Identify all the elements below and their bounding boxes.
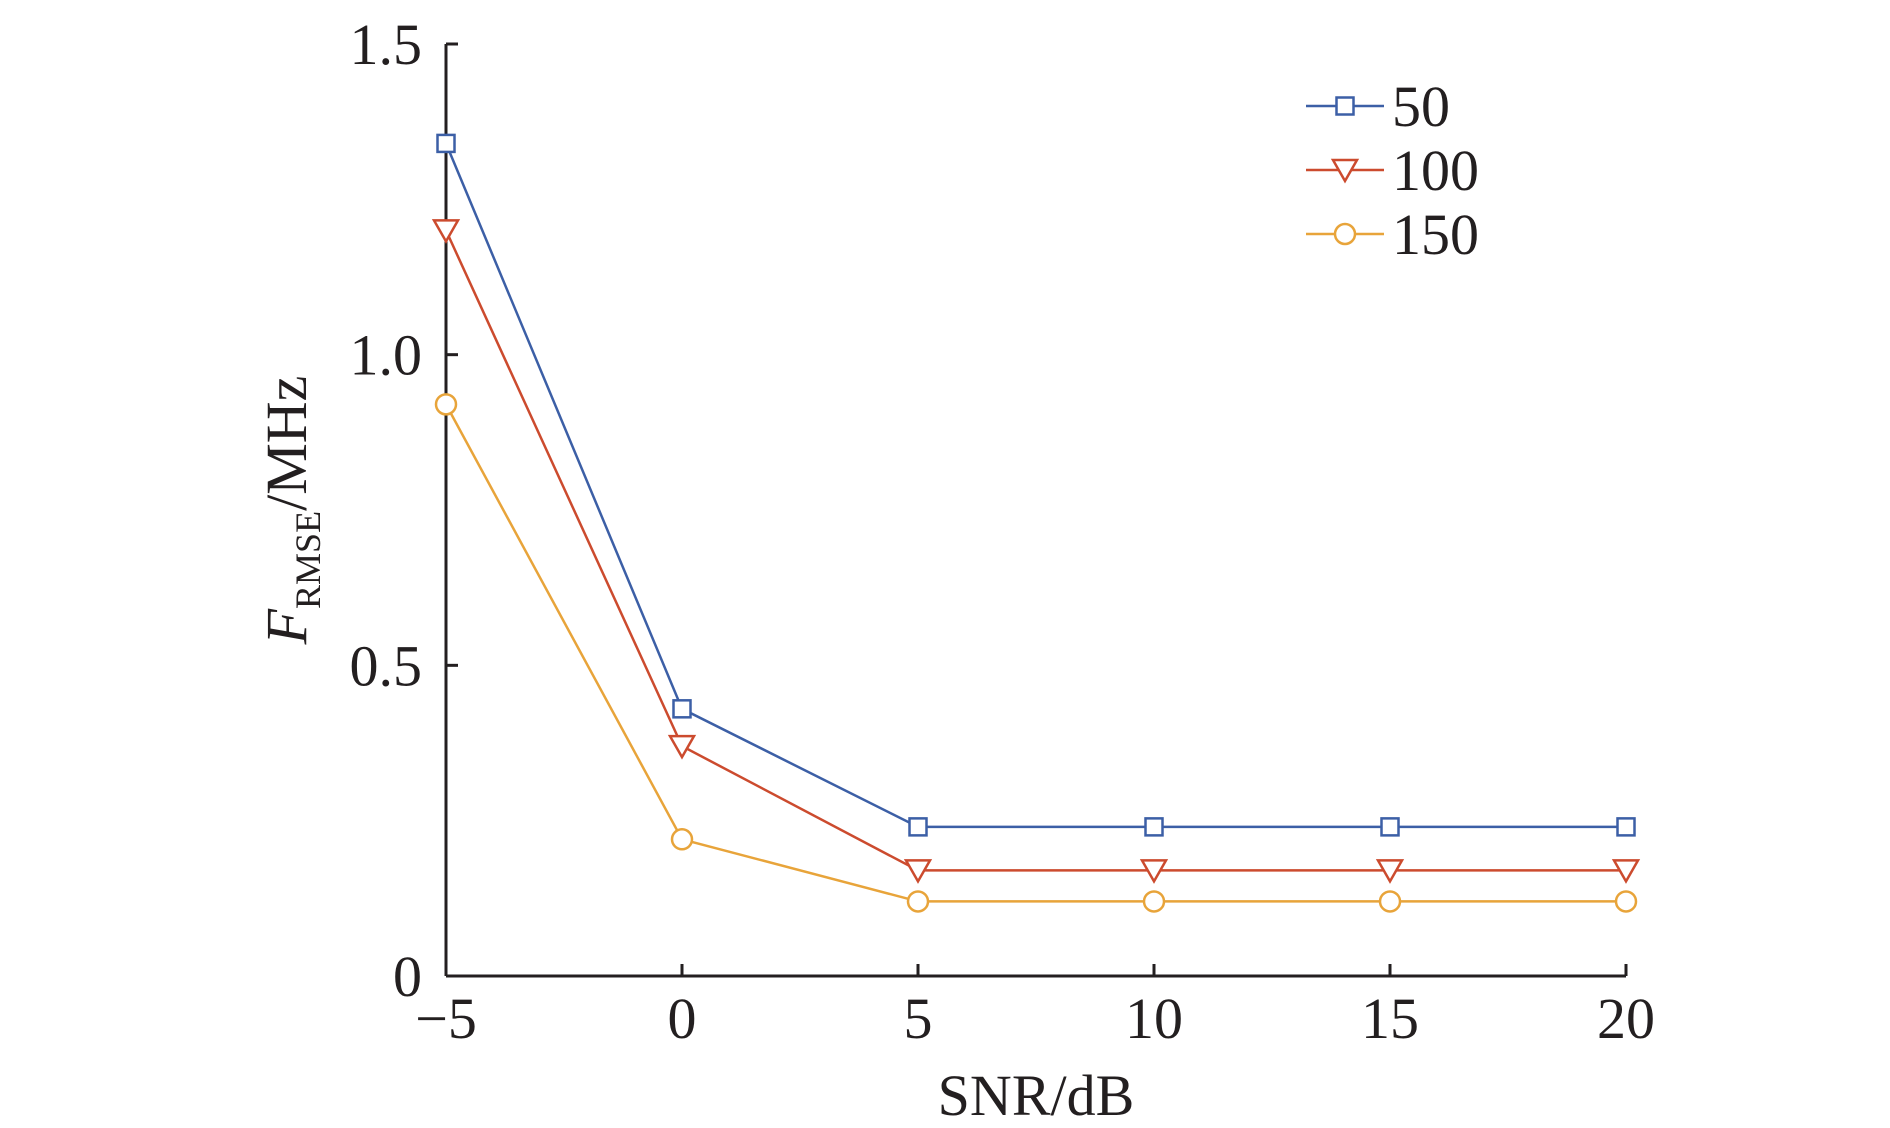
data-point [1614,890,1638,913]
y-axis-title-unit: /MHz [254,376,319,511]
ticks [444,42,1628,978]
x-tick-label: 15 [1361,986,1419,1051]
data-point [1616,817,1636,837]
data-point [908,817,928,837]
data-point [1142,890,1166,913]
series-100 [431,219,1641,884]
legend-item: 150 [1306,202,1479,267]
y-tick-label: 0.5 [350,633,423,698]
data-point [436,133,456,154]
data-point [667,734,697,760]
data-point [434,393,458,416]
y-tick-label: 1.0 [350,323,423,388]
data-point [431,219,461,244]
data-point [906,890,930,913]
series-line [444,229,1626,872]
series-line [444,142,1626,829]
data-point [1380,817,1400,837]
series-50 [436,133,1636,837]
data-point [1375,859,1405,884]
data-point [903,859,933,884]
y-tick-label: 1.5 [350,12,423,77]
data-point [670,828,694,851]
series-layer [431,133,1641,913]
legend-label: 50 [1392,74,1450,139]
x-tick-label: −5 [415,986,477,1051]
legend-marker [1333,222,1357,246]
series-line [444,403,1626,903]
legend-label: 150 [1392,202,1479,267]
legend-label: 100 [1392,138,1479,203]
series-150 [434,393,1638,913]
legend-marker [1330,158,1360,184]
data-point [1611,859,1641,884]
y-axis-title-subscript: RMSE [288,511,328,609]
legend-marker [1335,96,1355,116]
legend-item: 50 [1306,74,1450,139]
data-point [1139,859,1169,884]
y-axis-title-main: F [254,608,319,645]
x-tick-label: 20 [1597,986,1655,1051]
data-point [1378,890,1402,913]
x-axis-title: SNR/dB [938,1063,1135,1128]
data-point [672,699,692,719]
legend-item: 100 [1306,138,1479,203]
axes [444,44,1626,978]
y-tick-label: 0 [393,944,422,1009]
x-tick-label: 5 [904,986,933,1051]
x-tick-label: 10 [1125,986,1183,1051]
data-point [1144,817,1164,837]
x-tick-label: 0 [668,986,697,1051]
y-axis-title: FRMSE/MHz [254,376,328,646]
